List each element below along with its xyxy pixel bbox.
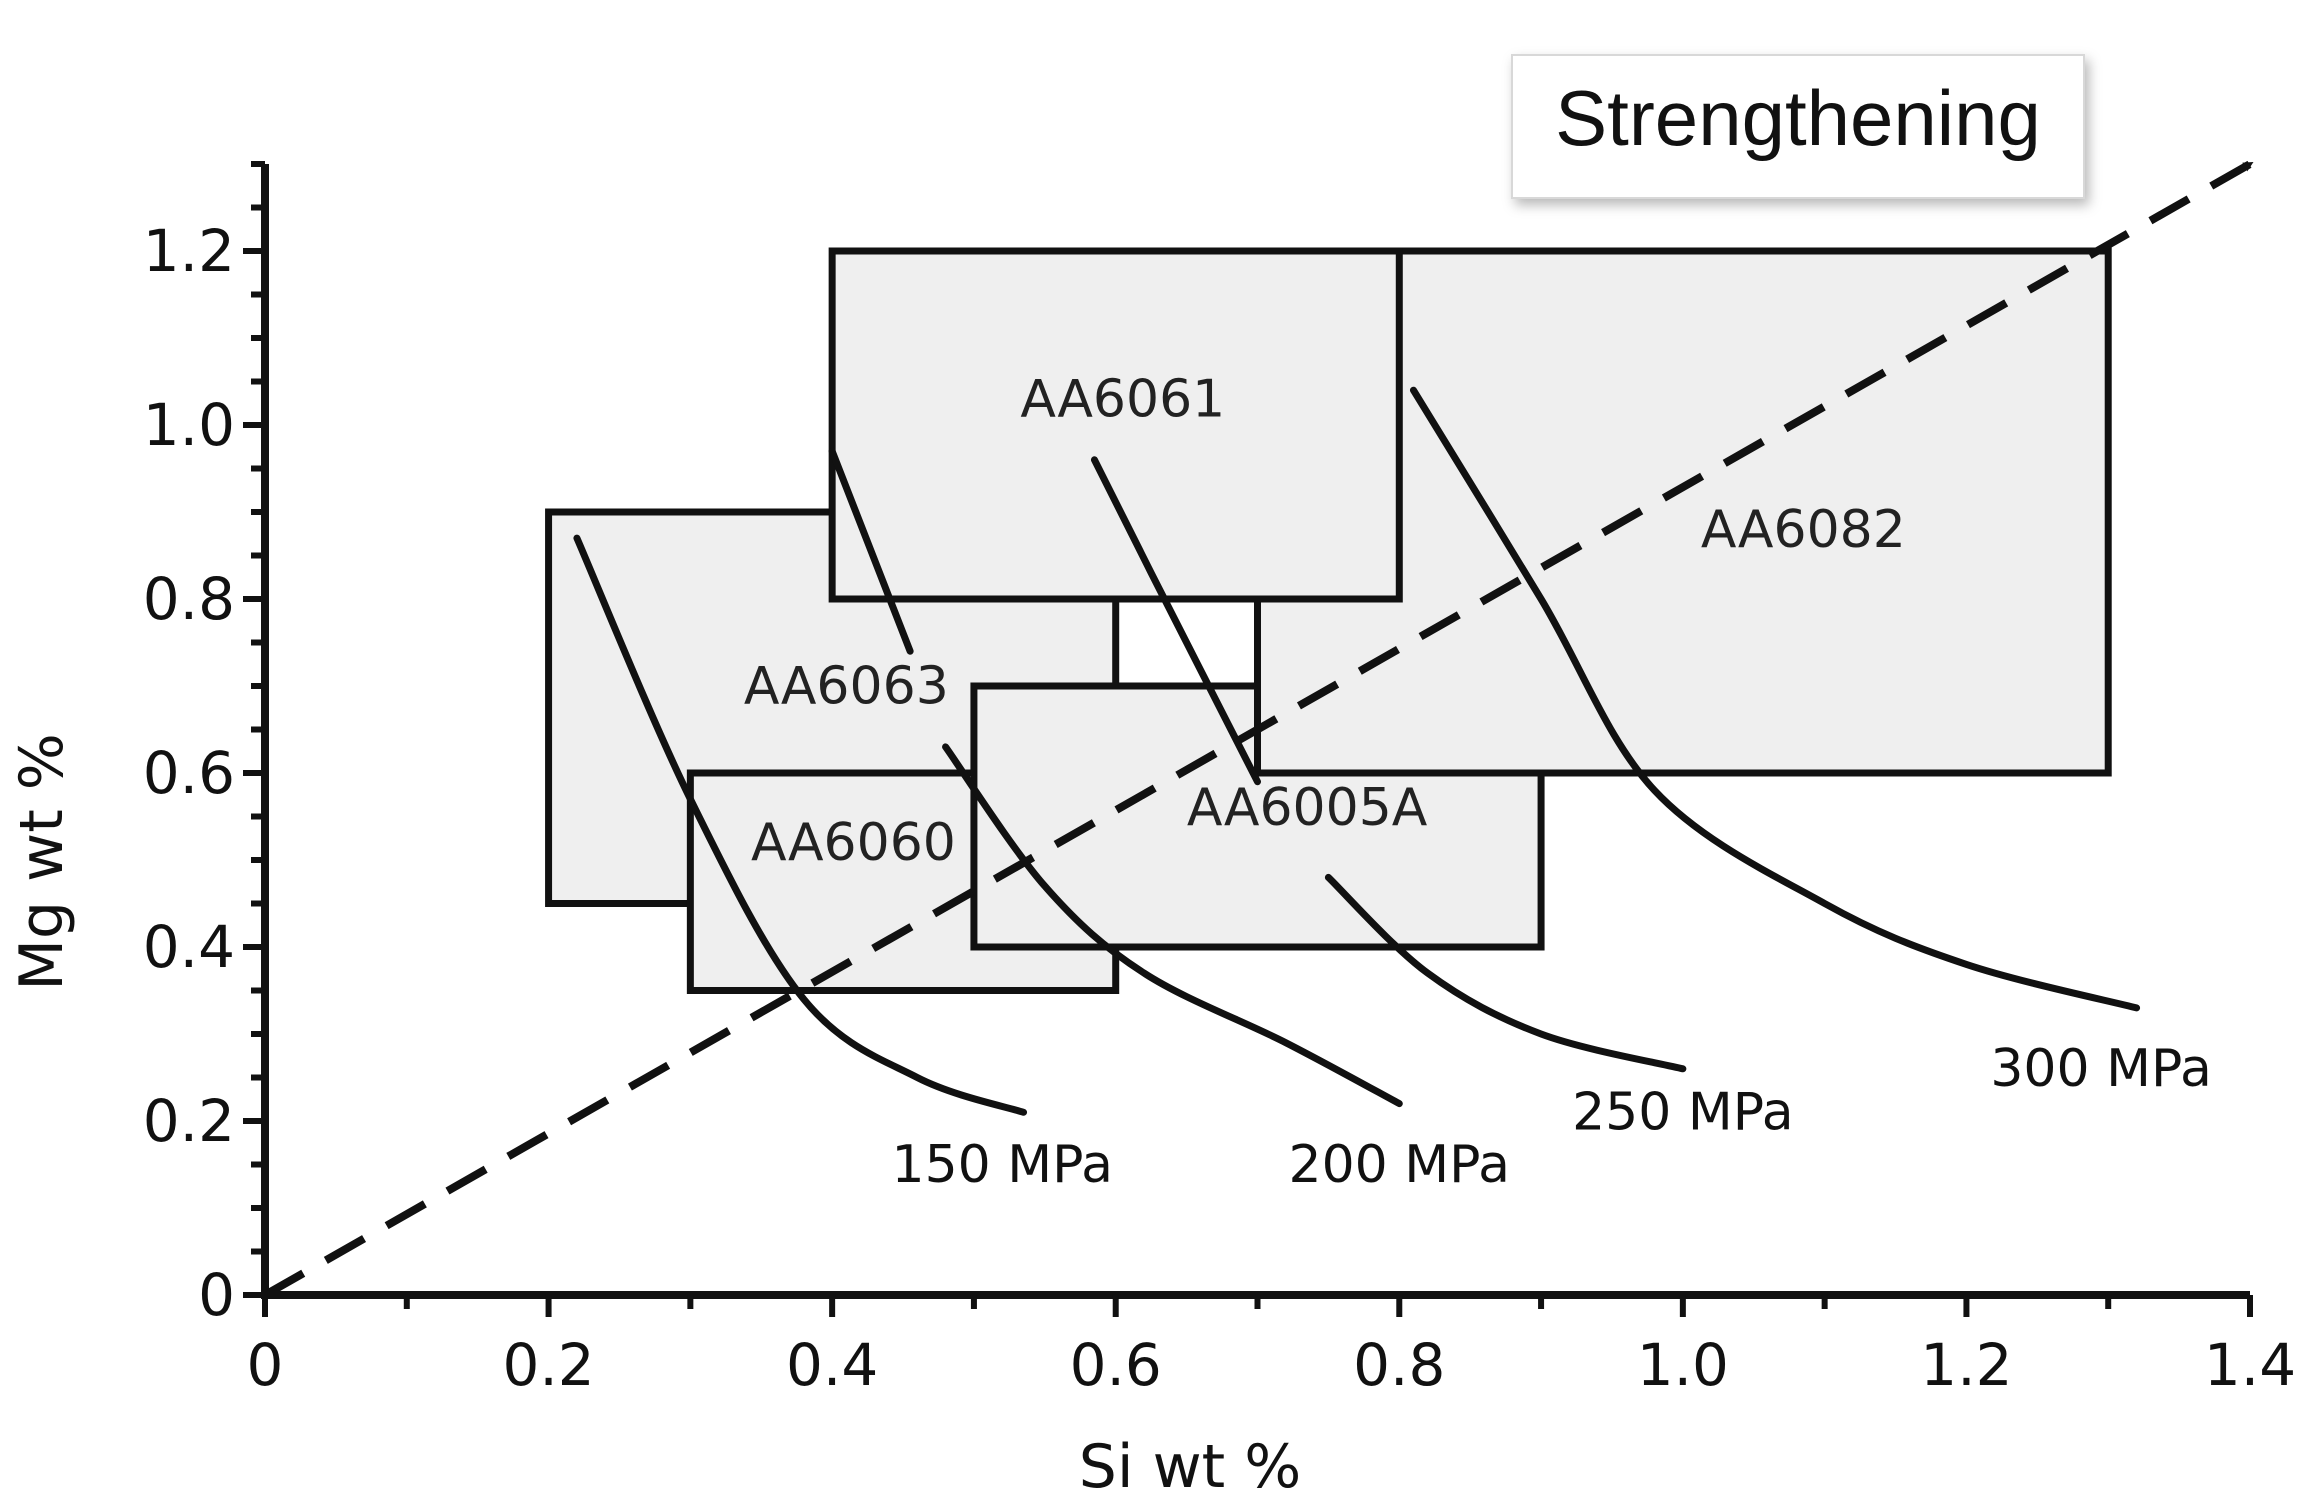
callout-text: Strengthening	[1555, 74, 2041, 162]
y-tick-label: 1.2	[143, 217, 235, 285]
strength-curve-250-mpa	[1324, 873, 1687, 1073]
y-axis-title: Mg wt %	[7, 733, 77, 991]
x-tick-label: 0.4	[786, 1331, 878, 1399]
y-tick-label: 1.0	[143, 391, 235, 459]
curve-label-200-mpa: 200 MPa	[1289, 1135, 1511, 1195]
x-axis-title: Si wt %	[1079, 1432, 1302, 1502]
chart-labels: 0 0.2 0.4 0.6 0.8 1.0 1.2 1.4 0 0.2 0.4 0.6 0.8 1.0 1.…	[143, 217, 2296, 1399]
curve-label-250-mpa: 250 MPa	[1572, 1083, 1794, 1143]
x-tick-label: 0	[247, 1331, 284, 1399]
x-tick-label: 0.8	[1353, 1331, 1445, 1399]
alloy-label-aa6060: AA6060	[751, 813, 956, 873]
strengthening-callout: Strengthening	[1511, 54, 2085, 199]
y-tick-label: 0.6	[143, 739, 235, 807]
x-tick-label: 1.0	[1637, 1331, 1729, 1399]
strength-curves	[573, 386, 2141, 1116]
curve-label-300-mpa: 300 MPa	[1990, 1039, 2212, 1099]
y-tick-label: 0.4	[143, 913, 235, 981]
y-tick-label: 0	[198, 1261, 235, 1329]
alloy-label-aa6005a: AA6005A	[1187, 778, 1428, 838]
alloy-region-aa6061	[828, 247, 1403, 603]
strength-curve-150-mpa	[573, 534, 1028, 1116]
trend-arrow-group	[263, 160, 2254, 1299]
y-tick-label: 0.8	[143, 565, 235, 633]
x-tick-label: 0.2	[502, 1331, 594, 1399]
x-tick-label: 0.6	[1070, 1331, 1162, 1399]
strengthening-trend-arrow	[263, 160, 2254, 1299]
strength-curve-300-mpa	[1409, 386, 2141, 1012]
callout-box	[1511, 54, 2085, 199]
axes	[243, 161, 2253, 1317]
alloy-label-aa6063: AA6063	[744, 656, 949, 716]
alloy-label-aa6082: AA6082	[1701, 500, 1906, 560]
curve-label-150-mpa: 150 MPa	[892, 1135, 1114, 1195]
x-tick-label: 1.4	[2204, 1331, 2296, 1399]
curve-segment-1	[828, 447, 914, 655]
x-tick-label: 1.2	[1920, 1331, 2012, 1399]
strength-curve-200-mpa	[942, 743, 1403, 1108]
alloy-label-aa6061: AA6061	[1020, 369, 1225, 429]
alloy-regions	[545, 247, 2112, 994]
curve-segment-2	[1090, 456, 1261, 786]
y-tick-label: 0.2	[143, 1087, 235, 1155]
